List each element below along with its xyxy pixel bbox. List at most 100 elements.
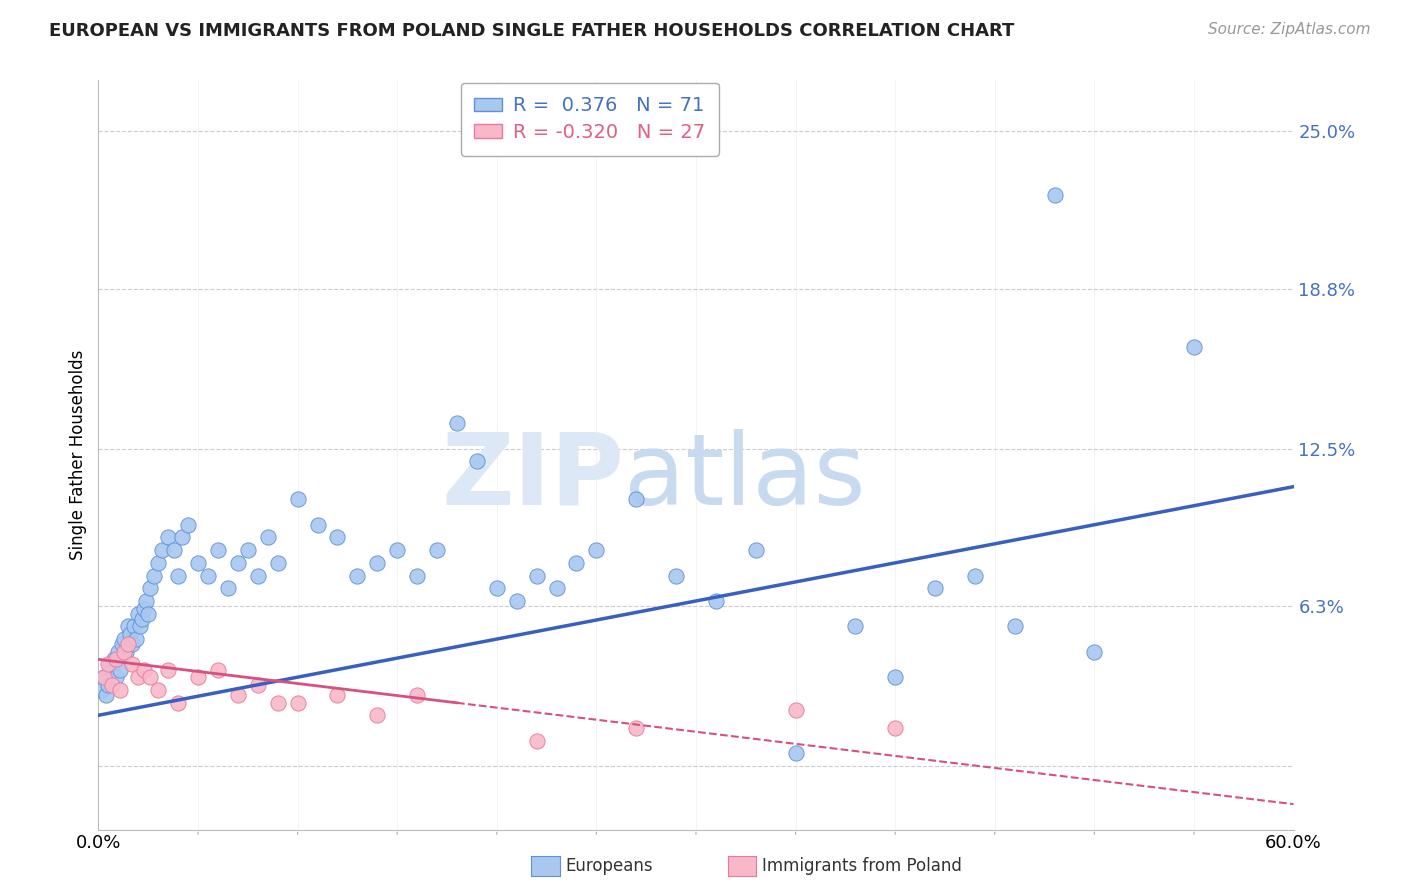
Point [226, 556, 249, 570]
Point [101, 663, 124, 677]
Point [924, 581, 946, 595]
Point [139, 581, 162, 595]
Point [366, 708, 388, 723]
Text: Immigrants from Poland: Immigrants from Poland [762, 857, 962, 875]
Point [135, 594, 157, 608]
Point [207, 663, 229, 677]
Point [506, 594, 529, 608]
Point [267, 696, 290, 710]
Point [148, 682, 170, 697]
Point [785, 747, 807, 761]
Point [217, 581, 239, 595]
Point [148, 556, 170, 570]
Point [96, 688, 118, 702]
Text: Source: ZipAtlas.com: Source: ZipAtlas.com [1208, 22, 1371, 37]
Point [105, 670, 128, 684]
Point [665, 568, 688, 582]
Point [446, 416, 468, 430]
Point [626, 721, 648, 735]
Point [884, 670, 907, 684]
Point [197, 568, 219, 582]
Point [93, 670, 115, 684]
Point [307, 517, 329, 532]
Point [287, 492, 309, 507]
Point [157, 663, 180, 677]
Point [97, 678, 120, 692]
Point [565, 556, 588, 570]
Point [129, 619, 152, 633]
Point [163, 543, 186, 558]
Point [134, 601, 156, 615]
Point [963, 568, 986, 582]
Point [115, 645, 138, 659]
Point [98, 657, 122, 672]
Point [134, 663, 156, 677]
Text: atlas: atlas [624, 429, 866, 526]
Point [585, 543, 607, 558]
Point [167, 696, 190, 710]
Point [105, 652, 128, 666]
Point [101, 678, 124, 692]
Point [127, 670, 149, 684]
Point [426, 543, 449, 558]
Point [1182, 340, 1205, 354]
Point [385, 543, 409, 558]
Point [111, 637, 134, 651]
Point [110, 682, 132, 697]
Point [139, 670, 162, 684]
Point [785, 703, 807, 717]
Point [112, 632, 135, 646]
Point [745, 543, 768, 558]
Point [91, 682, 114, 697]
Point [157, 531, 180, 545]
Point [346, 568, 368, 582]
Point [112, 645, 135, 659]
Point [187, 670, 209, 684]
Point [121, 657, 143, 672]
Point [103, 652, 125, 666]
Point [485, 581, 508, 595]
Point [110, 663, 132, 677]
Point [256, 531, 278, 545]
Text: EUROPEAN VS IMMIGRANTS FROM POLAND SINGLE FATHER HOUSEHOLDS CORRELATION CHART: EUROPEAN VS IMMIGRANTS FROM POLAND SINGL… [49, 22, 1015, 40]
Point [150, 543, 173, 558]
Point [326, 688, 349, 702]
Point [1083, 645, 1105, 659]
Point [287, 696, 309, 710]
Point [526, 733, 548, 747]
Point [172, 531, 194, 545]
Point [236, 543, 259, 558]
Point [117, 637, 139, 651]
Point [167, 568, 190, 582]
Point [136, 607, 159, 621]
Point [226, 688, 249, 702]
Point [97, 657, 120, 672]
Point [93, 670, 115, 684]
Point [207, 543, 229, 558]
Point [120, 627, 142, 641]
Point [131, 612, 153, 626]
Point [246, 568, 269, 582]
Point [526, 568, 548, 582]
Text: ZIP: ZIP [441, 429, 624, 526]
Point [124, 619, 146, 633]
Point [177, 517, 200, 532]
Point [187, 556, 209, 570]
Point [246, 678, 269, 692]
Point [465, 454, 488, 468]
Point [127, 607, 149, 621]
Point [267, 556, 290, 570]
Point [107, 645, 129, 659]
Point [143, 568, 166, 582]
Point [844, 619, 866, 633]
Point [366, 556, 388, 570]
Text: Europeans: Europeans [565, 857, 652, 875]
Legend: R =  0.376   N = 71, R = -0.320   N = 27: R = 0.376 N = 71, R = -0.320 N = 27 [461, 82, 718, 155]
Point [406, 688, 429, 702]
Point [1004, 619, 1026, 633]
Point [626, 492, 648, 507]
Point [546, 581, 568, 595]
Point [1043, 187, 1066, 202]
Point [704, 594, 727, 608]
Point [125, 632, 148, 646]
